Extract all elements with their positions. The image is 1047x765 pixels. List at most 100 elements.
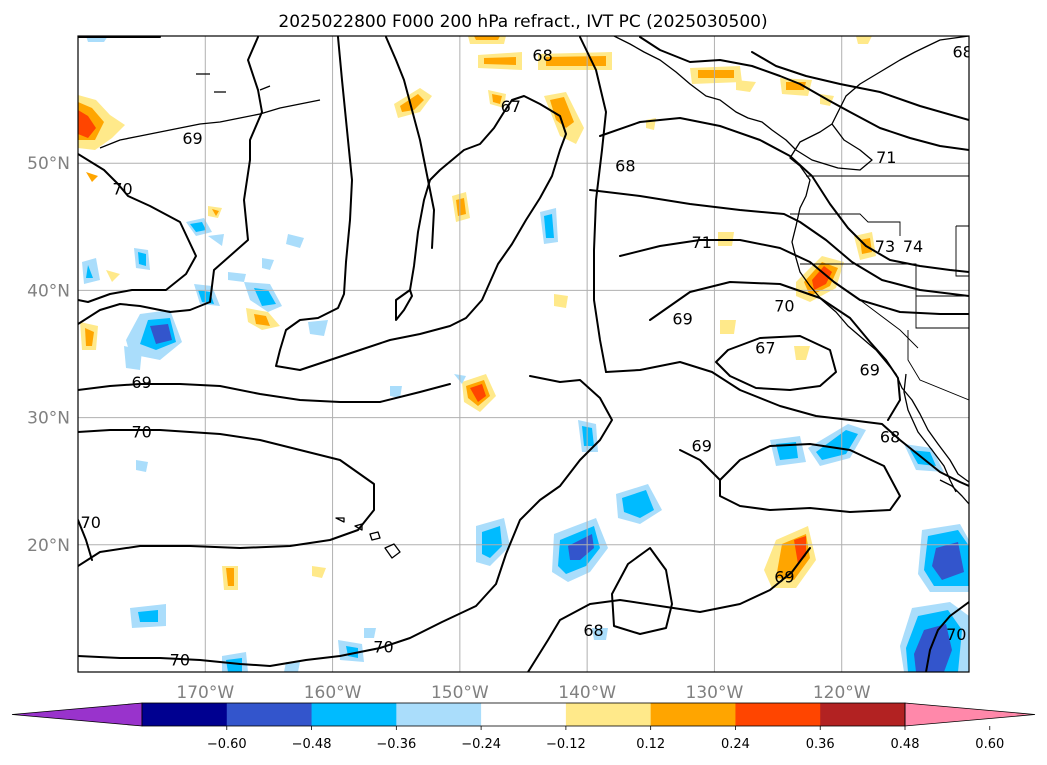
shade-patch xyxy=(136,460,148,472)
contour-label: 71 xyxy=(876,148,896,167)
shade-patch xyxy=(284,662,300,672)
contour-line xyxy=(605,361,969,487)
shade-patch xyxy=(106,270,120,282)
colorbar-tick-label: 0.48 xyxy=(891,737,920,752)
shade-patch xyxy=(286,234,304,248)
shade-patch xyxy=(190,222,206,232)
map-background xyxy=(78,36,969,672)
colorbar-extend-high xyxy=(904,702,1036,727)
contour-line xyxy=(751,51,969,121)
contour-line xyxy=(78,153,197,303)
shade-patch xyxy=(312,566,326,578)
shade-patch xyxy=(150,324,172,344)
shade-patch xyxy=(470,384,486,402)
contour-line xyxy=(579,36,607,373)
shade-patch xyxy=(138,610,158,622)
contour-label: 68 xyxy=(532,46,552,65)
contour-line xyxy=(78,375,613,667)
shade-patch xyxy=(456,198,466,216)
coastline-aleutians xyxy=(99,99,321,149)
contour-line xyxy=(619,239,969,315)
shade-patch xyxy=(736,80,756,92)
coastline-mexico xyxy=(939,479,969,505)
shade-patch xyxy=(720,320,736,334)
border-us-mexico xyxy=(907,330,969,401)
shade-patch xyxy=(482,526,502,558)
coastline-baja xyxy=(903,373,957,493)
refractivity-contours xyxy=(78,36,969,672)
shade-patch xyxy=(546,56,606,66)
lon-tick-label: 120°W xyxy=(813,683,871,703)
contour-line xyxy=(649,281,901,421)
lat-tick-label: 40°N xyxy=(27,281,70,301)
shade-patch xyxy=(226,568,234,586)
lat-tick-label: 20°N xyxy=(27,536,70,556)
shade-patch xyxy=(812,266,832,290)
figure-title: 2025022800 F000 200 hPa refract., IVT PC… xyxy=(278,12,767,32)
contour-label: 68 xyxy=(615,157,635,176)
contour-label: 70 xyxy=(774,297,794,316)
shade-patch xyxy=(226,658,242,672)
contour-line xyxy=(527,547,811,672)
gridlines xyxy=(78,36,969,672)
shade-patch xyxy=(86,172,98,182)
contour-label: 68 xyxy=(583,621,603,640)
lon-tick-label: 150°W xyxy=(431,683,489,703)
contour-label: 70 xyxy=(131,423,151,442)
contour-line xyxy=(78,429,375,567)
border-state-4 xyxy=(955,225,969,277)
contour-label: 73 xyxy=(875,237,895,256)
shade-patch xyxy=(776,442,798,460)
contour-label: 70 xyxy=(170,650,190,669)
shade-patch xyxy=(124,346,142,370)
shade-patch xyxy=(914,624,952,672)
contour-line xyxy=(385,36,435,249)
colorbar-frame xyxy=(141,702,906,727)
contour-line xyxy=(275,36,567,371)
contour-line xyxy=(925,601,969,672)
colorbar: −0.60 −0.48 −0.36 −0.24 −0.12 0.12 0.24 0.36 0.4… xyxy=(11,702,1036,752)
shade-patch xyxy=(550,97,574,128)
political-borders xyxy=(790,175,969,401)
colorbar-tick-label: 0.36 xyxy=(806,737,835,752)
shade-patch xyxy=(78,110,96,138)
shade-patch xyxy=(592,628,608,640)
contour-label: 67 xyxy=(501,97,521,116)
shade-patch xyxy=(554,294,568,308)
contour-label: 69 xyxy=(692,437,712,456)
colorbar-bin xyxy=(565,703,652,726)
contour-label: 71 xyxy=(692,233,712,252)
colorbar-tick-label: −0.60 xyxy=(207,737,247,752)
axis-labels: 170°W 160°W 150°W 140°W 130°W 120°W 20°N 30°N 40… xyxy=(27,154,871,703)
contour-label: 70 xyxy=(373,638,393,657)
contour-label: 70 xyxy=(112,180,132,199)
shade-patch xyxy=(932,542,964,580)
anomaly-shading xyxy=(78,36,969,672)
contour-line xyxy=(78,383,451,403)
contour-label: 70 xyxy=(81,513,101,532)
colorbar-bin xyxy=(311,703,397,726)
shade-patch xyxy=(208,234,224,246)
coastlines xyxy=(99,36,969,559)
shade-patch xyxy=(390,386,402,398)
colorbar-bin xyxy=(650,703,736,726)
coastline-islands xyxy=(196,73,271,93)
contour-label: 74 xyxy=(903,237,923,256)
contour-line xyxy=(715,335,837,391)
shade-patch xyxy=(228,272,246,282)
shade-patch xyxy=(816,430,858,460)
shade-patch xyxy=(85,328,94,346)
lon-tick-label: 130°W xyxy=(686,683,744,703)
contour-line xyxy=(78,36,263,325)
contour-label: 68 xyxy=(952,42,972,61)
shade-patch xyxy=(254,314,270,326)
shade-patch xyxy=(794,346,810,360)
shade-patch xyxy=(698,70,734,78)
contour-label: 69 xyxy=(774,568,794,587)
shade-patch xyxy=(364,628,376,638)
map-frame xyxy=(77,35,970,673)
shade-patch xyxy=(262,258,274,270)
shade-patch xyxy=(138,252,146,266)
border-state-3 xyxy=(859,299,919,349)
colorbar-tick-label: −0.36 xyxy=(376,737,416,752)
